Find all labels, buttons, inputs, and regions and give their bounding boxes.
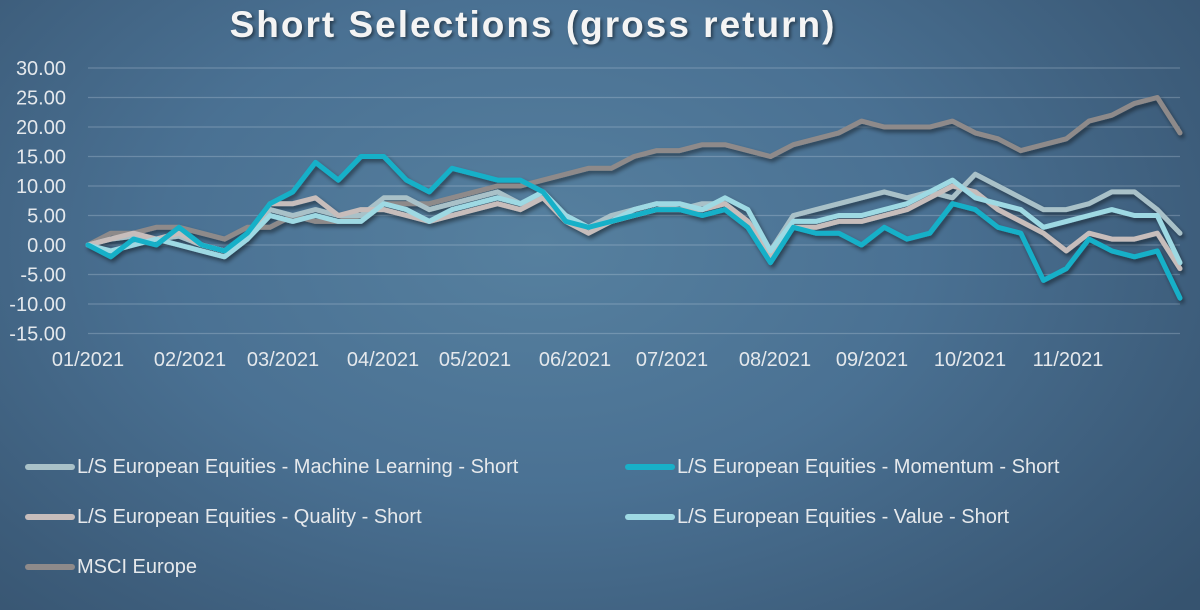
series-line [85, 177, 1183, 266]
legend: L/S European Equities - Machine Learning… [0, 448, 1200, 588]
x-axis: 01/2021 02/2021 03/2021 04/2021 05/2021 06/20… [52, 349, 1104, 371]
y-tick-label: -5.00 [20, 265, 66, 287]
legend-item-quality[interactable]: L/S European Equities - Quality - Short [25, 505, 422, 529]
x-tick-label: 06/2021 [539, 349, 611, 371]
y-tick-label: -10.00 [9, 294, 66, 316]
y-tick-label: 15.00 [16, 147, 66, 169]
x-tick-label: 03/2021 [247, 349, 319, 371]
x-tick-label: 02/2021 [154, 349, 226, 371]
legend-label: L/S European Equities - Quality - Short [77, 505, 422, 528]
y-tick-label: 25.00 [16, 88, 66, 110]
legend-swatch [25, 514, 75, 520]
series-line [85, 95, 1183, 248]
legend-item-value[interactable]: L/S European Equities - Value - Short [625, 505, 1009, 529]
y-tick-label: 30.00 [16, 58, 66, 80]
x-tick-label: 04/2021 [347, 349, 419, 371]
y-axis: 30.00 25.00 20.00 15.00 10.00 5.00 0.00 -5.00 -1… [9, 58, 66, 346]
legend-swatch [625, 464, 675, 470]
x-tick-label: 08/2021 [739, 349, 811, 371]
x-tick-label: 05/2021 [439, 349, 511, 371]
legend-item-momentum[interactable]: L/S European Equities - Momentum - Short [625, 455, 1059, 479]
legend-label: L/S European Equities - Value - Short [677, 505, 1010, 528]
y-tick-label: -15.00 [9, 324, 66, 346]
legend-label: MSCI Europe [77, 555, 198, 578]
legend-item-machine-learning[interactable]: L/S European Equities - Machine Learning… [25, 455, 518, 479]
gridlines [88, 67, 1180, 335]
legend-swatch [25, 464, 75, 470]
x-tick-label: 10/2021 [934, 349, 1006, 371]
series-lines [85, 95, 1183, 301]
y-tick-label: 20.00 [16, 117, 66, 139]
chart-title: Short Selections (gross return) [229, 4, 837, 45]
x-tick-label: 01/2021 [52, 349, 124, 371]
y-tick-label: 10.00 [16, 176, 66, 198]
y-tick-label: 0.00 [27, 235, 66, 257]
legend-swatch [625, 514, 675, 520]
series-line [85, 154, 1183, 301]
x-tick-label: 07/2021 [636, 349, 708, 371]
legend-swatch [25, 564, 75, 570]
legend-label: L/S European Equities - Machine Learning… [77, 455, 519, 478]
x-tick-label: 11/2021 [1033, 349, 1104, 371]
legend-item-msci-europe[interactable]: MSCI Europe [25, 555, 197, 579]
legend-label: L/S European Equities - Momentum - Short [677, 455, 1060, 478]
line-chart: 30.00 25.00 20.00 15.00 10.00 5.00 0.00 -5.00 -1… [9, 58, 1183, 371]
y-tick-label: 5.00 [27, 206, 66, 228]
x-tick-label: 09/2021 [836, 349, 908, 371]
